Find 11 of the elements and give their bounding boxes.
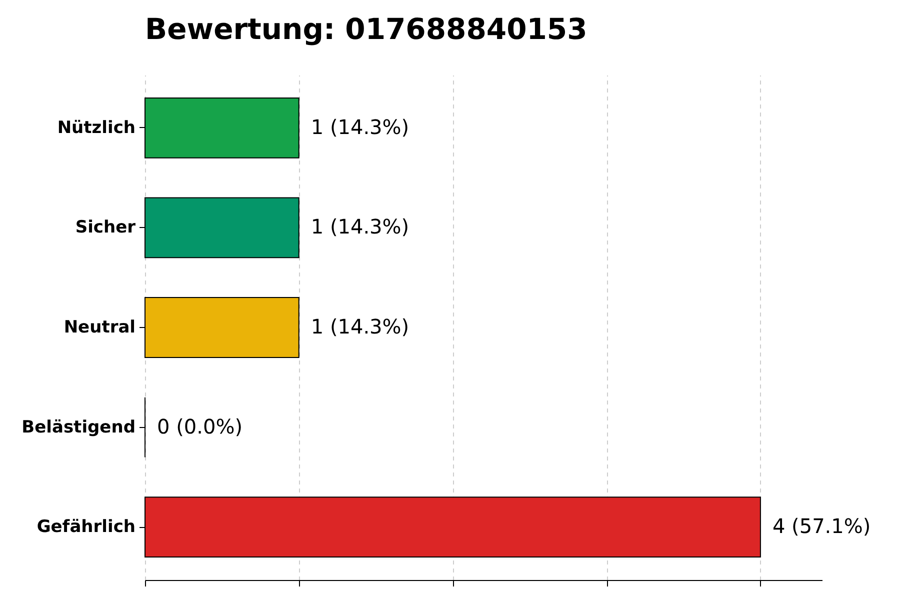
chart-title: Bewertung: 017688840153 — [145, 12, 588, 46]
y-tick-label: Sicher — [75, 218, 136, 238]
y-tick-label: Neutral — [64, 318, 136, 338]
data-label: 1 (14.3%) — [310, 114, 410, 139]
y-tick-label: Belästigend — [22, 417, 136, 438]
data-label: 4 (57.1%) — [772, 514, 871, 538]
data-label: 1 (14.3%) — [310, 214, 410, 239]
data-label: 0 (0.0%) — [157, 414, 242, 438]
y-tick-label: Nützlich — [57, 118, 136, 138]
data-label: 1 (14.3%) — [310, 314, 410, 338]
y-tick-label: Gefährlich — [36, 517, 136, 538]
